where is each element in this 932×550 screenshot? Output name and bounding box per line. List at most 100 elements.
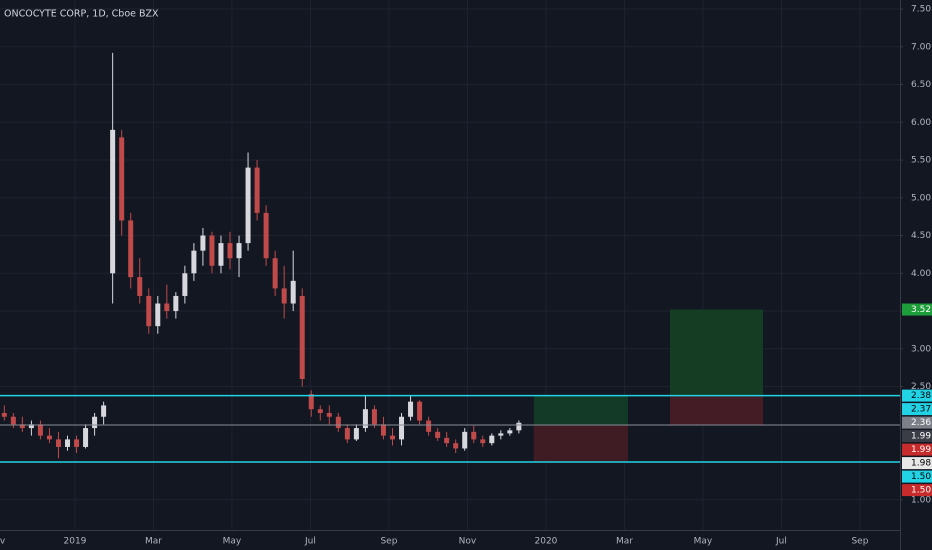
plot-area bbox=[0, 52, 900, 463]
candle-body bbox=[146, 295, 152, 327]
candle-body bbox=[344, 428, 350, 440]
candle-body bbox=[28, 424, 34, 429]
candle-body bbox=[299, 295, 305, 380]
y-tick-label: 7.00 bbox=[911, 42, 931, 52]
candle-body bbox=[399, 416, 405, 440]
candle-body bbox=[155, 303, 161, 327]
x-tick-label: 2020 bbox=[535, 537, 558, 547]
price-label-box bbox=[902, 303, 932, 316]
candle-body bbox=[200, 235, 206, 251]
price-label: 1.99 bbox=[911, 445, 931, 455]
candle-body bbox=[426, 420, 432, 432]
x-tick-label: Nov bbox=[0, 537, 6, 547]
y-tick-label: 4.00 bbox=[911, 269, 931, 279]
candle-body bbox=[254, 167, 260, 213]
candle-body bbox=[498, 433, 504, 436]
position-loss bbox=[669, 396, 764, 426]
candle-body bbox=[46, 435, 52, 440]
y-tick-label: 7.50 bbox=[911, 5, 931, 15]
candle-body bbox=[137, 277, 143, 296]
candle-body bbox=[353, 428, 359, 440]
candle-body bbox=[245, 167, 251, 244]
y-tick-label: 1.00 bbox=[911, 495, 931, 505]
position-profit bbox=[533, 395, 628, 426]
candle-body bbox=[83, 428, 89, 447]
y-tick-label: 4.50 bbox=[911, 231, 931, 241]
y-tick-label: 2.50 bbox=[911, 382, 931, 392]
candle-body bbox=[272, 258, 278, 289]
x-tick-label: Mar bbox=[616, 537, 633, 547]
x-tick-label: May bbox=[694, 537, 713, 547]
candle-body bbox=[128, 220, 134, 278]
candle-body bbox=[326, 412, 332, 417]
candle-body bbox=[164, 303, 170, 312]
price-label-box bbox=[902, 484, 932, 497]
price-label: 1.98 bbox=[911, 459, 931, 469]
candle-body bbox=[362, 409, 368, 429]
y-tick-label: 5.00 bbox=[911, 193, 931, 203]
candle-body bbox=[453, 443, 459, 449]
candle-body bbox=[281, 288, 287, 304]
candle-body bbox=[380, 424, 386, 436]
price-label-box bbox=[902, 457, 932, 470]
candle-body bbox=[110, 129, 116, 274]
candle-body bbox=[182, 273, 188, 296]
x-tick-label: Sep bbox=[851, 537, 868, 547]
price-label: 3.52 bbox=[911, 305, 931, 315]
price-label: 1.50 bbox=[911, 486, 931, 496]
candle-body bbox=[37, 424, 43, 436]
candle-body bbox=[74, 439, 80, 447]
candle-body bbox=[371, 409, 377, 425]
x-tick-label: Sep bbox=[380, 537, 397, 547]
x-tick-label: Jul bbox=[775, 537, 787, 547]
price-label-box bbox=[902, 443, 932, 456]
price-label: 1.50 bbox=[911, 472, 931, 482]
candle-body bbox=[173, 295, 179, 312]
candle-body bbox=[480, 439, 486, 444]
candle-body bbox=[308, 394, 314, 410]
candle-body bbox=[507, 430, 513, 434]
price-label: 1.99 bbox=[911, 432, 931, 442]
y-tick-label: 6.00 bbox=[911, 118, 931, 128]
candle-body bbox=[209, 235, 215, 266]
position-loss bbox=[533, 425, 628, 463]
price-label: 2.36 bbox=[911, 418, 931, 428]
y-tick-label: 3.00 bbox=[911, 344, 931, 354]
price-label: 2.38 bbox=[911, 391, 931, 401]
candle-body bbox=[191, 250, 197, 274]
axes: 1.002.503.003.504.004.505.005.506.006.50… bbox=[0, 5, 932, 547]
price-label-box bbox=[902, 430, 932, 443]
candle-body bbox=[408, 401, 414, 417]
candle-body bbox=[317, 409, 323, 413]
chart-title: ONCOCYTE CORP, 1D, Cboe BZX bbox=[4, 9, 159, 20]
x-tick-label: 2019 bbox=[64, 537, 87, 547]
position-profit bbox=[669, 309, 764, 397]
price-label-box bbox=[902, 470, 932, 483]
candle-body bbox=[516, 422, 522, 431]
price-label-box bbox=[902, 416, 932, 429]
candle-body bbox=[335, 416, 341, 429]
candle-body bbox=[389, 435, 395, 440]
candle-body bbox=[290, 280, 296, 304]
candle-body bbox=[462, 431, 468, 449]
candle-body bbox=[119, 137, 125, 221]
candle-body bbox=[489, 435, 495, 444]
candle-body bbox=[65, 439, 71, 447]
candle-body bbox=[417, 401, 423, 421]
price-label: 2.37 bbox=[911, 405, 931, 415]
x-tick-label: Jul bbox=[304, 537, 316, 547]
candle-body bbox=[444, 437, 450, 444]
candle-body bbox=[263, 212, 269, 259]
candle-body bbox=[1, 412, 7, 417]
x-tick-label: Nov bbox=[459, 537, 477, 547]
candle-body bbox=[92, 416, 98, 429]
y-tick-label: 6.50 bbox=[911, 80, 931, 90]
candle-body bbox=[435, 431, 441, 438]
price-label-box bbox=[902, 389, 932, 402]
candle-body bbox=[471, 431, 477, 440]
candle-body bbox=[101, 405, 107, 417]
candle-body bbox=[19, 424, 25, 429]
